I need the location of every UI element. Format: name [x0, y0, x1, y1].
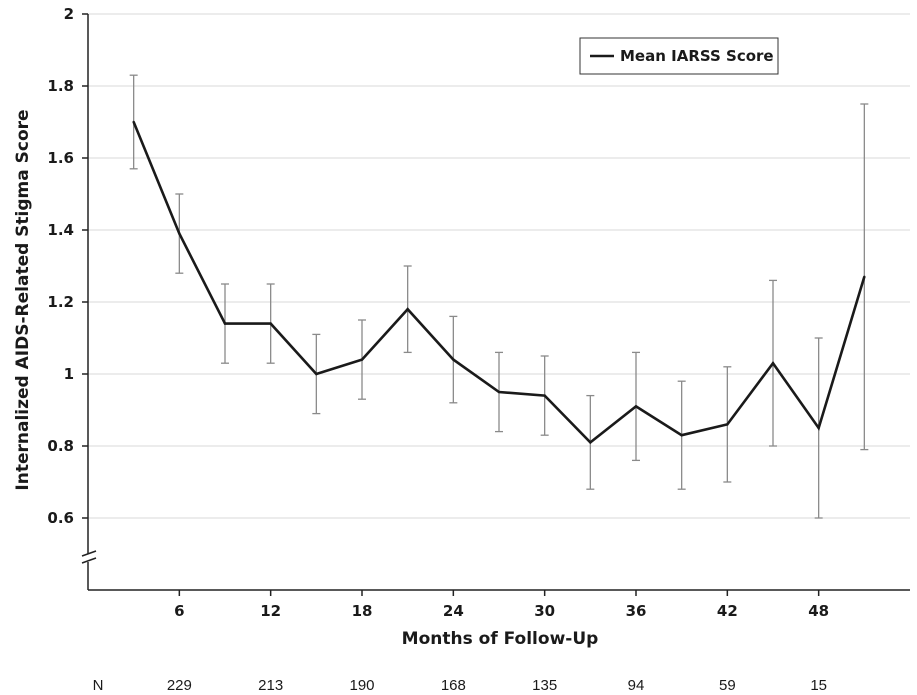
data-point: [452, 358, 455, 361]
data-point: [771, 362, 775, 365]
n-value: 15: [810, 677, 827, 694]
data-point: [817, 426, 820, 430]
x-tick-label: 36: [626, 602, 647, 620]
axis-break-marker: [81, 550, 97, 564]
y-tick-label: 2: [64, 5, 74, 23]
y-tick-label: 1.8: [47, 77, 74, 95]
data-point: [315, 372, 318, 376]
data-point: [406, 308, 409, 311]
x-tick-label: 30: [534, 602, 555, 620]
x-axis-title: Months of Follow-Up: [402, 629, 599, 649]
x-tick-label: 48: [808, 602, 829, 620]
x-tick-label: 18: [352, 602, 373, 620]
x-tick-label: 6: [174, 602, 184, 620]
n-value: 229: [167, 677, 192, 694]
data-point: [178, 232, 181, 235]
data-point: [726, 423, 729, 426]
n-value: 213: [258, 677, 283, 694]
n-value: 59: [719, 677, 736, 694]
data-point: [589, 441, 592, 444]
x-tick-label: 24: [443, 602, 464, 620]
n-row-label: N: [93, 677, 104, 694]
n-value: 168: [441, 677, 466, 694]
data-point: [223, 322, 227, 325]
gridlines: [88, 13, 910, 519]
y-tick-labels: 0.6 0.8 1 1.2 1.4 1.6 1.8 2: [47, 5, 88, 527]
n-value: 94: [628, 677, 645, 694]
data-point: [680, 434, 683, 437]
n-value: 190: [349, 677, 374, 694]
y-tick-label: 0.6: [47, 509, 74, 527]
y-tick-label: 1.4: [47, 221, 74, 239]
data-point: [863, 275, 866, 278]
data-point: [132, 120, 135, 124]
x-tick-label: 12: [260, 602, 281, 620]
data-point: [543, 394, 546, 397]
legend-label: Mean IARSS Score: [620, 47, 774, 65]
series-lines: [132, 120, 866, 445]
y-tick-label: 1.2: [47, 293, 74, 311]
data-point: [360, 358, 364, 361]
x-tick-label: 42: [717, 602, 738, 620]
y-tick-label: 1.6: [47, 149, 74, 167]
axes: [81, 14, 910, 591]
data-point: [497, 390, 501, 394]
legend: Mean IARSS Score: [579, 37, 779, 75]
data-point: [269, 322, 272, 325]
y-axis-title: Internalized AIDS-Related Stigma Score: [13, 109, 33, 490]
data-point: [634, 405, 638, 408]
x-tick-labels: 6 12 18 24 30 36 42 48: [174, 590, 829, 620]
n-value: 135: [532, 677, 557, 694]
y-tick-label: 1: [64, 365, 74, 383]
n-count-row: N 229 213 190 168 135 94 59 15: [93, 677, 827, 694]
y-tick-label: 0.8: [47, 437, 74, 455]
error-bars: [129, 74, 869, 519]
